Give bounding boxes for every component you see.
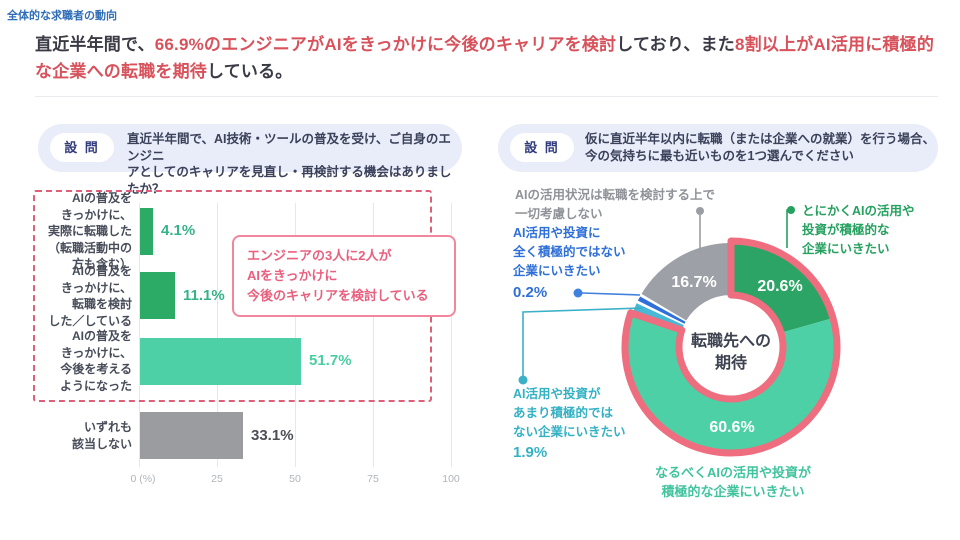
- leader-dot-gray: [696, 207, 704, 215]
- divider-line: [35, 96, 938, 97]
- segment-pct-less-positive: 1.9%: [513, 444, 548, 461]
- donut-segment: [637, 296, 686, 324]
- question-pill-left: 設 問 直近半年間で、AI技術・ツールの普及を受け、ご自身のエンジニ アとしての…: [38, 124, 462, 196]
- x-axis-tick: 100: [442, 473, 460, 485]
- donut-center-title: 転職先への 期待: [690, 333, 771, 372]
- question-text-left: 直近半年間で、AI技術・ツールの普及を受け、ご自身のエンジニ アとしてのキャリア…: [127, 132, 452, 196]
- bar-category-label: AIの普及を きっかけに、 転職を検討 した／している: [48, 264, 132, 328]
- leader-line-cyan: [522, 307, 644, 376]
- leader-dot-cyan: [518, 375, 528, 385]
- gridline-0: [139, 203, 140, 467]
- bar-category-label: AIの普及を きっかけに、 実際に転職した （転職活動中の 方も含む）: [47, 191, 132, 271]
- gridline-75: [373, 203, 374, 467]
- donut-segment: [731, 243, 832, 333]
- annotation-callout: エンジニアの3人に2人が AIをきっかけに 今後のキャリアを検討している: [232, 235, 456, 317]
- donut-segment: [641, 243, 731, 321]
- gridline-100: [451, 203, 452, 467]
- headline-segment: している。: [207, 62, 293, 81]
- headline: 直近半年間で、66.9%のエンジニアがAIをきっかけに今後のキャリアを検討してお…: [35, 31, 943, 85]
- bar-value-label: 4.1%: [161, 222, 196, 239]
- segment-label-no-consideration: AIの活用状況は転職を検討する上で 一切考慮しない: [515, 188, 716, 221]
- question-text-right: 仮に直近半年以内に転職（または企業への就業）を行う場合、 今の気持ちに最も近いも…: [585, 132, 936, 163]
- segment-label-less-positive: AI活用や投資が あまり積極的では ない企業にいきたい: [513, 387, 626, 439]
- x-axis-tick: 25: [211, 473, 223, 485]
- donut-chart: [621, 237, 841, 457]
- bar-category-label: AIの普及を きっかけに、 今後を考える ようになった: [59, 329, 132, 393]
- leader-line-blue: [581, 292, 641, 296]
- headline-segment-emphasis: 8割以上がAI活用に積極的な企業への転職を期待: [35, 35, 935, 81]
- bar: [140, 338, 302, 385]
- donut-pct-teal: 60.6%: [709, 419, 755, 436]
- bar-value-label: 51.7%: [309, 352, 352, 369]
- bar: [140, 412, 244, 459]
- section-label: 全体的な求職者の動向: [7, 10, 117, 22]
- bar: [140, 272, 175, 319]
- x-axis-tick: 75: [367, 473, 379, 485]
- leader-dot-blue: [573, 288, 583, 298]
- bar-category-label: いずれも 該当しない: [71, 420, 132, 451]
- leader-lines: [518, 206, 795, 385]
- headline-segment: しており、また: [616, 35, 735, 54]
- segment-pct-not-positive-at-all: 0.2%: [513, 284, 548, 301]
- headline-segment-emphasis: 66.9%のエンジニアがAIをきっかけに今後のキャリアを検討: [154, 35, 617, 54]
- x-axis-tick: 0 (%): [130, 473, 156, 485]
- bar: [140, 208, 153, 255]
- gridline-25: [217, 203, 218, 467]
- segment-label-not-positive-at-all: AI活用や投資に 全く積極的ではない 企業にいきたい: [513, 226, 626, 278]
- gridline-50: [295, 203, 296, 467]
- segment-label-strongly-positive: とにかくAIの活用や 投資が積極的な 企業にいきたい: [802, 204, 915, 256]
- headline-segment: 直近半年間で、: [35, 35, 155, 54]
- question-pill-right: 設 問 仮に直近半年以内に転職（または企業への就業）を行う場合、 今の気持ちに最…: [498, 124, 938, 172]
- leader-line-green: [786, 209, 791, 248]
- segment-label-somewhat-positive: なるべくAIの活用や投資が 積極的な企業にいきたい: [654, 465, 811, 499]
- x-axis-tick: 50: [289, 473, 301, 485]
- question-badge: 設 問: [50, 133, 114, 162]
- bar-value-label: 33.1%: [251, 427, 294, 444]
- bar-value-label: 11.1%: [183, 287, 225, 304]
- question-badge: 設 問: [510, 133, 574, 162]
- donut-pct-green: 20.6%: [757, 278, 803, 295]
- donut-pct-gray: 16.7%: [671, 274, 717, 291]
- highlight-ring: [621, 237, 841, 457]
